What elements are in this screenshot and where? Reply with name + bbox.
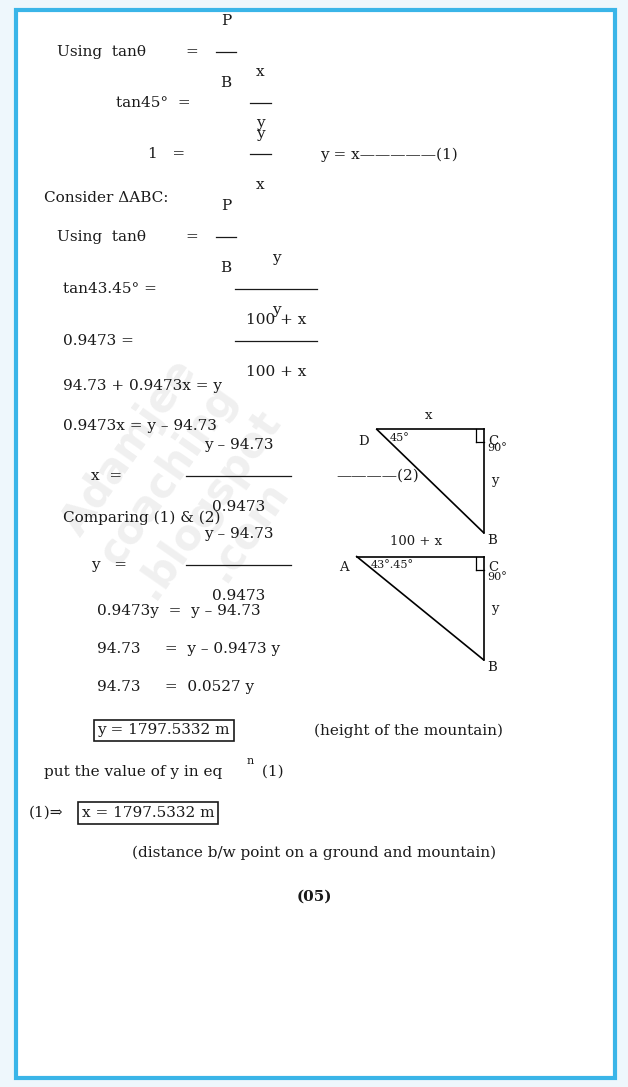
Text: P: P [221, 14, 231, 28]
Text: x = 1797.5332 m: x = 1797.5332 m [82, 807, 214, 820]
Text: 0.9473: 0.9473 [212, 589, 265, 603]
Text: y: y [491, 602, 499, 615]
Text: C: C [489, 435, 499, 448]
Text: n: n [246, 755, 254, 766]
Text: (05): (05) [296, 890, 332, 903]
Text: y: y [491, 474, 499, 487]
Text: C: C [489, 561, 499, 574]
Text: B: B [220, 261, 232, 275]
Text: A: A [339, 561, 349, 574]
Text: 0.9473y  =  y – 94.73: 0.9473y = y – 94.73 [97, 604, 261, 617]
Text: 100 + x: 100 + x [246, 313, 306, 327]
Text: y   =: y = [91, 559, 127, 572]
Text: 94.73 + 0.9473x = y: 94.73 + 0.9473x = y [63, 379, 222, 392]
Text: y = x—————(1): y = x—————(1) [320, 147, 458, 162]
Text: 94.73     =  y – 0.9473 y: 94.73 = y – 0.9473 y [97, 642, 281, 655]
Text: (1): (1) [257, 765, 284, 778]
Text: B: B [220, 76, 232, 90]
Text: y = 1797.5332 m: y = 1797.5332 m [97, 724, 230, 737]
Text: 1   =: 1 = [148, 148, 185, 161]
Text: y: y [256, 116, 265, 130]
Text: x  =: x = [91, 470, 122, 483]
Text: tan43.45° =: tan43.45° = [63, 283, 156, 296]
Text: tan45°  =: tan45° = [116, 97, 191, 110]
Text: 45°: 45° [390, 433, 409, 443]
Text: 0.9473: 0.9473 [212, 500, 265, 514]
Text: put the value of y in eq: put the value of y in eq [44, 765, 222, 778]
Text: 43°.45°: 43°.45° [371, 560, 413, 571]
Text: 0.9473x = y – 94.73: 0.9473x = y – 94.73 [63, 420, 217, 433]
Text: Adamjee
coaching
.blogspot
.com: Adamjee coaching .blogspot .com [48, 345, 329, 634]
Text: Comparing (1) & (2): Comparing (1) & (2) [63, 510, 220, 525]
Text: (height of the mountain): (height of the mountain) [314, 723, 503, 738]
Text: x: x [256, 65, 265, 79]
Text: y – 94.73: y – 94.73 [204, 438, 273, 452]
Text: (1)⇒: (1)⇒ [28, 807, 63, 820]
Text: y: y [256, 127, 265, 141]
Text: 100 + x: 100 + x [389, 535, 442, 548]
Text: B: B [487, 661, 497, 674]
Text: y – 94.73: y – 94.73 [204, 527, 273, 541]
Text: (distance b/w point on a ground and mountain): (distance b/w point on a ground and moun… [132, 846, 496, 861]
Text: Using  tanθ: Using tanθ [57, 230, 146, 243]
Text: Using  tanθ: Using tanθ [57, 46, 146, 59]
Text: =: = [185, 46, 198, 59]
Text: y: y [272, 251, 281, 265]
Text: 90°: 90° [487, 572, 507, 582]
Text: 100 + x: 100 + x [246, 365, 306, 379]
Text: y: y [272, 303, 281, 317]
FancyBboxPatch shape [16, 10, 615, 1078]
Text: P: P [221, 199, 231, 213]
Text: 90°: 90° [487, 443, 507, 453]
Text: x: x [425, 409, 432, 422]
Text: x: x [256, 178, 265, 192]
Text: 0.9473 =: 0.9473 = [63, 335, 134, 348]
Text: D: D [359, 435, 369, 448]
Text: 94.73     =  0.0527 y: 94.73 = 0.0527 y [97, 680, 254, 694]
Text: Consider ΔABC:: Consider ΔABC: [44, 191, 168, 204]
Text: ————(2): ————(2) [336, 470, 419, 483]
Text: =: = [185, 230, 198, 243]
Text: B: B [487, 534, 497, 547]
